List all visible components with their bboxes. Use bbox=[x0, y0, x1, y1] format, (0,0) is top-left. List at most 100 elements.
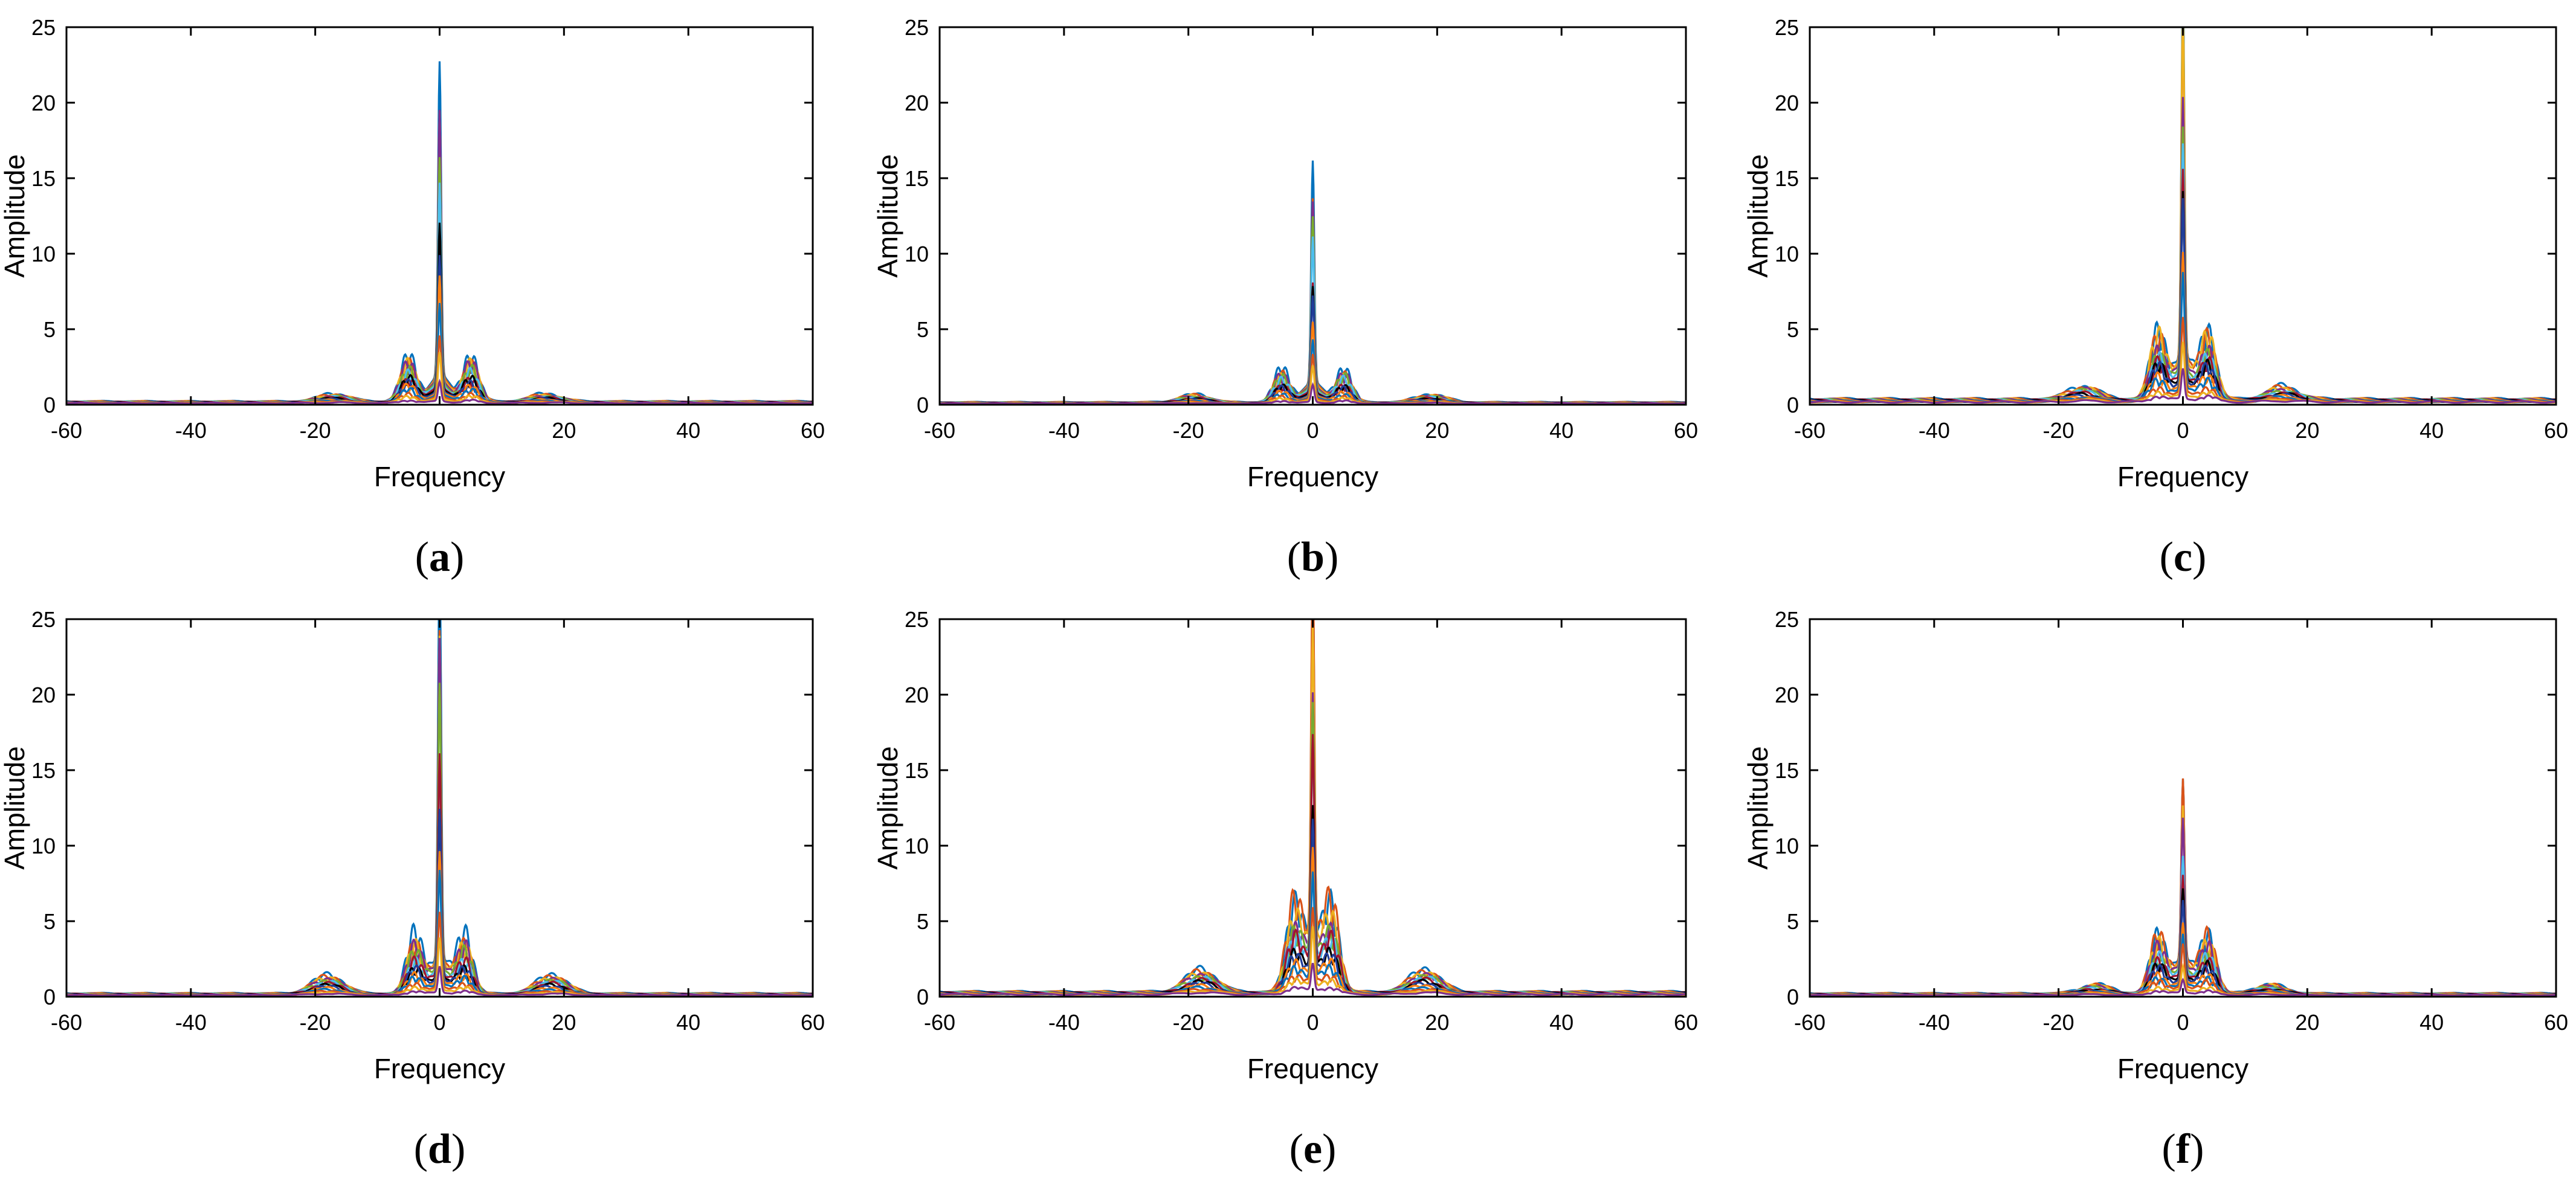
panel-caption: (c) bbox=[2160, 534, 2207, 581]
x-tick-label: 60 bbox=[1674, 418, 1698, 443]
y-tick-label: 0 bbox=[917, 985, 929, 1009]
x-tick-label: 0 bbox=[2177, 418, 2189, 443]
y-tick-label: 10 bbox=[905, 834, 929, 858]
x-tick-label: 20 bbox=[1425, 418, 1449, 443]
x-tick-label: -20 bbox=[1173, 418, 1204, 443]
x-axis-label: Frequency bbox=[374, 1053, 505, 1084]
panel-caption-letter: c bbox=[2174, 534, 2192, 581]
x-tick-label: 20 bbox=[2295, 1010, 2319, 1035]
x-tick-label: -60 bbox=[1794, 1010, 1825, 1035]
x-axis-label: Frequency bbox=[2117, 461, 2248, 492]
x-tick-label: 0 bbox=[1306, 1010, 1319, 1035]
x-tick-label: 0 bbox=[433, 1010, 445, 1035]
y-tick-label: 20 bbox=[905, 683, 929, 707]
y-tick-label: 5 bbox=[917, 909, 929, 934]
y-tick-label: 20 bbox=[905, 91, 929, 115]
y-tick-label: 10 bbox=[31, 834, 56, 858]
panel-caption-letter: f bbox=[2176, 1126, 2190, 1172]
x-tick-label: 0 bbox=[1306, 418, 1319, 443]
panel-caption-letter: d bbox=[428, 1126, 451, 1172]
y-tick-label: 15 bbox=[1775, 166, 1799, 191]
x-tick-label: 0 bbox=[2177, 1010, 2189, 1035]
x-tick-label: -60 bbox=[1794, 418, 1825, 443]
y-tick-label: 15 bbox=[31, 758, 56, 783]
panel-caption-letter: e bbox=[1303, 1126, 1322, 1172]
y-tick-label: 10 bbox=[905, 242, 929, 266]
x-tick-label: 20 bbox=[552, 1010, 576, 1035]
y-axis-label: Amplitude bbox=[872, 746, 903, 870]
panel-caption-letter: a bbox=[429, 534, 450, 581]
x-tick-label: -60 bbox=[51, 418, 82, 443]
x-tick-label: 60 bbox=[801, 1010, 825, 1035]
y-tick-label: 25 bbox=[905, 15, 929, 40]
panel-caption-letter: b bbox=[1301, 534, 1325, 581]
x-tick-label: 20 bbox=[1425, 1010, 1449, 1035]
y-tick-label: 15 bbox=[1775, 758, 1799, 783]
y-tick-label: 10 bbox=[31, 242, 56, 266]
x-axis-label: Frequency bbox=[2117, 1053, 2248, 1084]
y-tick-label: 5 bbox=[44, 909, 56, 934]
x-axis-label: Frequency bbox=[1247, 1053, 1378, 1084]
x-axis-label: Frequency bbox=[374, 461, 505, 492]
y-tick-label: 5 bbox=[1787, 317, 1799, 342]
x-tick-label: 40 bbox=[676, 418, 700, 443]
y-tick-label: 5 bbox=[1787, 909, 1799, 934]
x-tick-label: -20 bbox=[300, 418, 331, 443]
x-tick-label: 0 bbox=[433, 418, 445, 443]
x-tick-label: 60 bbox=[801, 418, 825, 443]
y-tick-label: 25 bbox=[905, 607, 929, 632]
y-axis-label: Amplitude bbox=[0, 154, 30, 278]
x-tick-label: -20 bbox=[2043, 418, 2074, 443]
y-tick-label: 0 bbox=[44, 985, 56, 1009]
y-axis-label: Amplitude bbox=[872, 154, 903, 278]
y-axis-label: Amplitude bbox=[0, 746, 30, 870]
y-tick-label: 25 bbox=[31, 607, 56, 632]
x-tick-label: 60 bbox=[2544, 418, 2568, 443]
y-tick-label: 20 bbox=[31, 683, 56, 707]
y-tick-label: 15 bbox=[905, 166, 929, 191]
y-tick-label: 15 bbox=[905, 758, 929, 783]
x-tick-label: 20 bbox=[2295, 418, 2319, 443]
y-tick-label: 5 bbox=[44, 317, 56, 342]
x-tick-label: 40 bbox=[1549, 418, 1574, 443]
panel-a: -60 -40 -20 0 20 40 60 0 5 10 15 20 25 Frequency Ampli… bbox=[0, 15, 825, 581]
y-tick-label: 0 bbox=[44, 393, 56, 417]
x-tick-label: -40 bbox=[1048, 418, 1080, 443]
x-tick-label: -40 bbox=[175, 418, 207, 443]
x-tick-label: -60 bbox=[924, 1010, 955, 1035]
x-tick-label: -40 bbox=[1919, 418, 1950, 443]
panel-caption: (a) bbox=[415, 534, 465, 581]
panel-d: -60 -40 -20 0 20 40 60 0 5 10 15 20 25 Frequency Ampli… bbox=[0, 607, 825, 1172]
x-tick-label: -60 bbox=[51, 1010, 82, 1035]
y-tick-label: 10 bbox=[1775, 242, 1799, 266]
panel-caption: (d) bbox=[414, 1126, 466, 1172]
y-axis-label: Amplitude bbox=[1742, 746, 1774, 870]
y-tick-label: 25 bbox=[1775, 15, 1799, 40]
y-tick-label: 20 bbox=[1775, 683, 1799, 707]
panel-b: -60 -40 -20 0 20 40 60 0 5 10 15 20 25 Frequency Ampli… bbox=[872, 15, 1698, 581]
y-tick-label: 0 bbox=[1787, 393, 1799, 417]
x-tick-label: -60 bbox=[924, 418, 955, 443]
x-tick-label: -40 bbox=[175, 1010, 207, 1035]
panel-f: -60 -40 -20 0 20 40 60 0 5 10 15 20 25 Frequency Ampli… bbox=[1742, 607, 2568, 1172]
y-tick-label: 0 bbox=[917, 393, 929, 417]
y-tick-label: 10 bbox=[1775, 834, 1799, 858]
y-tick-label: 25 bbox=[31, 15, 56, 40]
x-tick-label: 20 bbox=[552, 418, 576, 443]
x-axis-label: Frequency bbox=[1247, 461, 1378, 492]
y-tick-label: 20 bbox=[31, 91, 56, 115]
y-tick-label: 5 bbox=[917, 317, 929, 342]
x-tick-label: -20 bbox=[1173, 1010, 1204, 1035]
x-tick-label: -40 bbox=[1048, 1010, 1080, 1035]
y-tick-label: 15 bbox=[31, 166, 56, 191]
panel-e: -60 -40 -20 0 20 40 60 0 5 10 15 20 25 Frequency Ampli… bbox=[872, 607, 1698, 1172]
y-tick-label: 0 bbox=[1787, 985, 1799, 1009]
x-tick-label: 40 bbox=[676, 1010, 700, 1035]
panel-caption: (e) bbox=[1290, 1126, 1337, 1172]
x-tick-label: -40 bbox=[1919, 1010, 1950, 1035]
panel-caption: (b) bbox=[1287, 534, 1339, 581]
x-tick-label: -20 bbox=[300, 1010, 331, 1035]
panel-c: -60 -40 -20 0 20 40 60 0 5 10 15 20 25 Frequency Ampli… bbox=[1742, 15, 2568, 581]
x-tick-label: 40 bbox=[1549, 1010, 1574, 1035]
